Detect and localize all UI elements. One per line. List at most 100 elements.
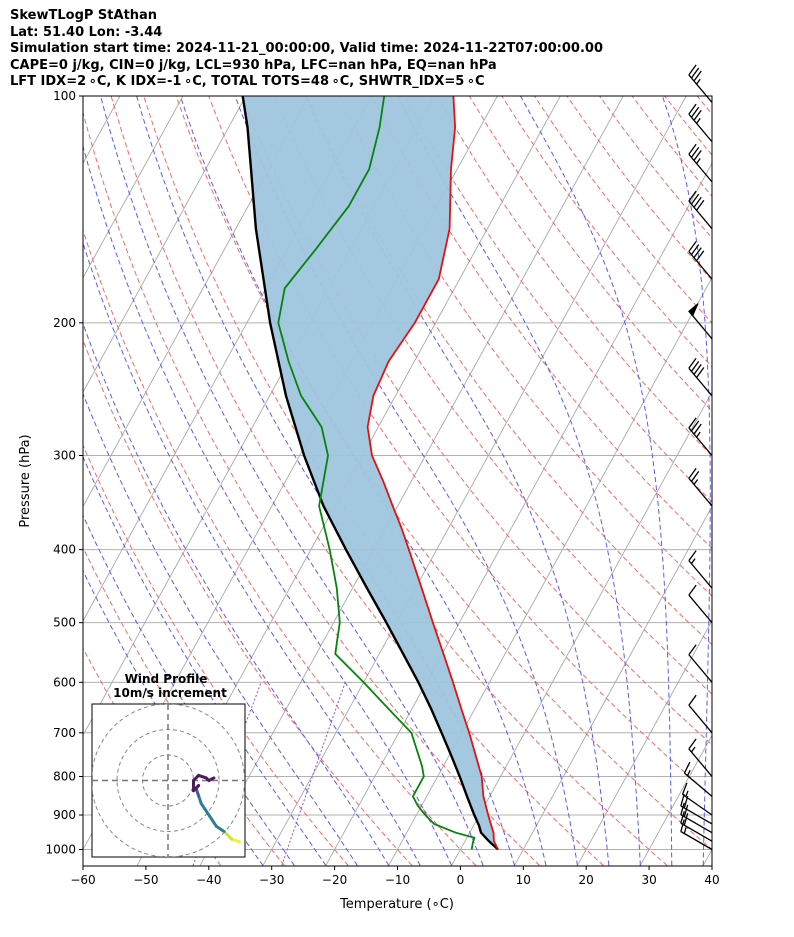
mixing-ratio-line [281, 682, 346, 866]
wind-barb-shaft [684, 772, 713, 797]
hodograph-segment [222, 830, 234, 841]
wind-barb-feather [680, 819, 685, 832]
wind-barb-half-feather [696, 431, 701, 438]
wind-barb-feather [693, 423, 702, 435]
moist-adiabat-line [83, 322, 390, 866]
wind-barb [688, 550, 713, 589]
dry-adiabat-line [664, 96, 712, 156]
dry-adiabat-line [338, 96, 712, 597]
wind-barb-half-feather [696, 117, 701, 124]
hodograph-title: Wind Profile [125, 672, 208, 686]
simulation-time: Simulation start time: 2024-11-21_00:00:… [10, 41, 603, 57]
wind-barb-flag [688, 303, 699, 317]
wind-barb-shaft [688, 427, 713, 456]
wind-barb-feather [688, 357, 697, 369]
wind-barb [688, 103, 713, 143]
wind-barb-feather [688, 143, 697, 155]
wind-barb-feather [688, 103, 697, 115]
wind-barb-shaft [688, 74, 713, 103]
wind-barb-feather [696, 367, 705, 378]
x-tick-label: −30 [259, 873, 284, 887]
x-tick-label: 40 [704, 873, 719, 887]
wind-barb-shaft [680, 822, 713, 842]
wind-barb-half-feather [696, 158, 701, 164]
wind-barb [688, 584, 713, 624]
wind-barb-feather [688, 64, 697, 76]
y-tick-label: 700 [53, 726, 76, 740]
x-tick-label: −20 [322, 873, 347, 887]
wind-barb-feather [690, 106, 700, 118]
wind-barb-feather [693, 70, 702, 82]
wind-barb-feather [688, 694, 697, 706]
profiles [241, 96, 499, 851]
y-tick-label: 500 [53, 616, 76, 630]
dry-adiabat-line [371, 96, 712, 550]
x-tick-label: −50 [133, 873, 158, 887]
y-tick-label: 300 [53, 449, 76, 463]
x-tick-label: −10 [385, 873, 410, 887]
wind-barb [688, 190, 713, 230]
title: SkewTLogP StAthan [10, 8, 158, 23]
wind-barb [688, 143, 713, 183]
plot-area [83, 96, 712, 866]
hodograph-segment [214, 824, 226, 833]
isotherm-line [83, 96, 184, 279]
wind-barb-feather [680, 811, 685, 824]
wind-barb-shaft [680, 805, 713, 825]
wind-barb-feather [680, 793, 685, 807]
isotherm-line [83, 96, 247, 393]
moist-adiabat-line [83, 241, 421, 866]
wind-barb-feather [690, 193, 700, 205]
dry-adiabat-line [306, 96, 712, 646]
moist-adiabats [83, 96, 711, 866]
wind-barb-feather [693, 109, 702, 121]
axes: −60 −50 −40 −30 −20 −10 0 10 20 30 40 1000 900 800 700… [45, 89, 719, 887]
wind-barb-feather [690, 420, 700, 432]
isotherm-line [83, 96, 310, 508]
isotherm-line [262, 96, 687, 866]
dry-adiabat-line [143, 96, 668, 866]
y-tick-label: 100 [53, 89, 76, 103]
wind-barb-shaft [688, 251, 713, 280]
wind-barb-half-feather [690, 746, 696, 753]
isotherm-line [325, 162, 712, 866]
wind-barb-shaft [688, 200, 713, 230]
moist-adiabat-line [83, 455, 327, 866]
moist-adiabat-line [100, 96, 484, 866]
wind-barb [680, 819, 713, 851]
wind-barb-feather [693, 150, 702, 161]
wind-barb-shaft [682, 793, 713, 816]
wind-barb-feather [693, 247, 702, 259]
wind-barb-feather [688, 467, 697, 479]
dry-adiabat-line [273, 96, 712, 695]
moist-adiabat-line [83, 144, 453, 866]
hodograph-segment [207, 776, 216, 782]
isotherm-line [577, 619, 712, 866]
wind-barb-feather [688, 417, 697, 429]
wind-barb-half-feather [683, 827, 687, 834]
wind-barbs [680, 64, 713, 851]
wind-barb-shaft [680, 814, 713, 834]
wind-barb-shaft [688, 704, 713, 734]
wind-barb-feather [688, 190, 697, 202]
dry-adiabat-line [83, 228, 477, 866]
wind-barb-feather [683, 804, 689, 817]
wind-barb-shaft [688, 113, 713, 143]
wind-barb-shaft [688, 560, 713, 589]
wind-barb-half-feather [686, 769, 691, 777]
wind-barb-feather [688, 584, 697, 596]
isotherm-line [702, 848, 712, 866]
wind-barb-feather [696, 250, 705, 262]
y-tick-label: 1000 [45, 843, 76, 857]
wind-barb-feather [690, 67, 700, 79]
dry-adiabat-line [566, 96, 712, 281]
wind-barb [688, 303, 713, 340]
wind-barb-feather [683, 761, 691, 774]
moist-adiabat-line [83, 514, 295, 866]
x-axis-label: Temperature (∘C) [339, 897, 454, 912]
moist-adiabat-line [136, 96, 515, 866]
dry-adiabat-line [631, 96, 712, 197]
wind-barb [688, 64, 713, 103]
wind-barb [681, 782, 713, 816]
